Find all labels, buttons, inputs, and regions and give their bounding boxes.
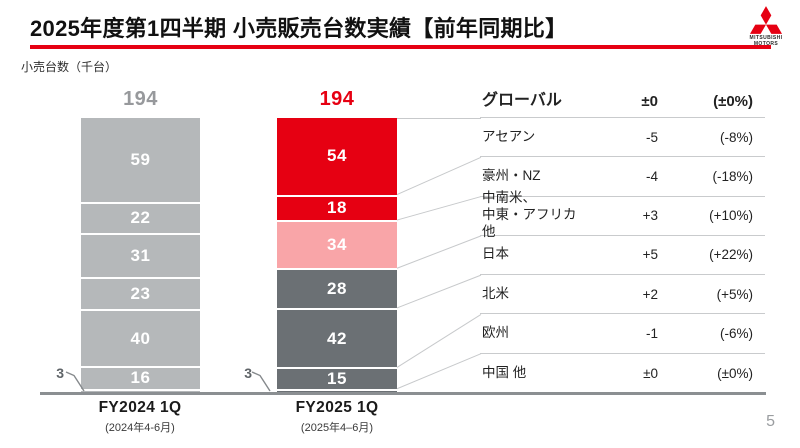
- bar-segment-fy2025-4: 42: [277, 307, 397, 368]
- bar-segment-fy2025-0: 54: [277, 118, 397, 195]
- category-sublabel: (2025年4–6月): [300, 422, 374, 434]
- callout-value-fy2025: 3: [244, 365, 252, 381]
- table-row-5: 欧州 -1 (-6%): [480, 314, 765, 354]
- bar-segment-fy2025-1: 18: [277, 194, 397, 221]
- title-underline: [30, 45, 771, 49]
- region-name: 日本: [482, 246, 509, 262]
- change-percent: (+5%): [716, 286, 753, 302]
- bar-segment-fy2025-5: 15: [277, 367, 397, 389]
- segment-value: 42: [327, 328, 347, 348]
- page-title: 2025年度第1四半期 小売販売台数実績【前年同期比】: [30, 16, 568, 41]
- connector-line: [396, 274, 482, 309]
- table-row-1: 豪州・NZ -4 (-18%): [480, 157, 765, 197]
- connector-line: [396, 314, 482, 368]
- connector-line: [396, 156, 482, 196]
- segment-value: 31: [130, 245, 151, 265]
- change-percent: (±0%): [713, 92, 753, 110]
- region-name: 中国 他: [482, 364, 527, 380]
- change-percent: (+10%): [709, 208, 753, 224]
- connector-line: [396, 196, 482, 221]
- bar-segment-fy2024-3: 23: [81, 276, 200, 310]
- connector-line: [396, 235, 482, 269]
- change-value: -4: [645, 168, 658, 184]
- region-name: グローバル: [482, 92, 562, 109]
- table-row-6: 中国 他 ±0 (±0%): [480, 354, 765, 393]
- segment-value: 15: [327, 369, 347, 389]
- bar-segment-fy2024-2: 31: [81, 232, 200, 277]
- change-percent: (-8%): [720, 129, 753, 145]
- change-value: ±0: [641, 92, 658, 110]
- stacked-bar-fy2024: 59 22 31 23 40 16: [81, 118, 200, 393]
- change-value: -5: [645, 129, 658, 145]
- region-name: アセアン: [482, 128, 536, 144]
- change-value: +2: [642, 286, 658, 302]
- bar-segment-fy2025-2: 34: [277, 220, 397, 269]
- region-name: 中南米、 中東・アフリカ 他: [482, 190, 577, 240]
- axis-label-fy2025: FY2025 1Q (2025年4–6月): [257, 399, 417, 435]
- bar-segment-fy2025-3: 28: [277, 268, 397, 308]
- three-diamonds-icon: [750, 6, 782, 34]
- category-label: FY2025 1Q: [295, 399, 379, 416]
- bar-segment-fy2024-0: 59: [81, 118, 200, 202]
- segment-value: 54: [327, 146, 347, 166]
- region-name: 欧州: [482, 325, 509, 341]
- table-row-4: 北米 +2 (+5%): [480, 275, 765, 315]
- category-sublabel: (2024年4-6月): [105, 422, 175, 434]
- connector-line: [396, 353, 482, 390]
- total-fy2024: 194: [123, 88, 158, 110]
- logo-wordmark: MITSUBISHI MOTORS: [749, 35, 783, 47]
- stacked-bar-fy2025: 54 18 34 28 42 15: [277, 118, 397, 393]
- table-header-row: グローバル ±0 (±0%): [480, 85, 765, 118]
- category-label: FY2024 1Q: [98, 399, 182, 416]
- table-row-3: 日本 +5 (+22%): [480, 236, 765, 276]
- mitsubishi-logo: MITSUBISHI MOTORS: [744, 6, 788, 47]
- change-percent: (-18%): [712, 168, 753, 184]
- callout-tick-line: [251, 371, 271, 392]
- table-row-0: アセアン -5 (-8%): [480, 118, 765, 158]
- segment-value: 16: [130, 368, 151, 388]
- total-fy2025: 194: [319, 88, 355, 110]
- segment-value: 34: [327, 235, 347, 255]
- change-value: +3: [642, 208, 658, 224]
- region-name: 豪州・NZ: [482, 167, 541, 183]
- segment-value: 40: [130, 328, 151, 348]
- segment-value: 59: [130, 149, 151, 169]
- segment-value: 22: [130, 208, 151, 228]
- page-number: 5: [766, 413, 775, 430]
- bar-segment-fy2024-6: [81, 388, 200, 393]
- bar-segment-fy2025-6: [277, 388, 397, 393]
- change-value: +5: [642, 247, 658, 263]
- segment-value: 28: [327, 279, 347, 299]
- table-row-2: 中南米、 中東・アフリカ 他 +3 (+10%): [480, 190, 765, 239]
- change-percent: (+22%): [709, 247, 753, 263]
- segment-value: 18: [327, 198, 347, 218]
- axis-label-fy2024: FY2024 1Q (2024年4-6月): [60, 399, 220, 435]
- change-percent: (-6%): [720, 325, 753, 341]
- bar-segment-fy2024-5: 16: [81, 366, 200, 389]
- callout-value-fy2024: 3: [56, 365, 64, 381]
- region-change-table: グローバル ±0 (±0%) アセアン -5 (-8%) 豪州・NZ -4 (-18%) 中…: [480, 85, 765, 393]
- segment-value: 23: [130, 284, 151, 304]
- change-value: ±0: [643, 365, 658, 381]
- bar-segment-fy2024-4: 40: [81, 309, 200, 367]
- region-name: 北米: [482, 285, 509, 301]
- bar-segment-fy2024-1: 22: [81, 201, 200, 233]
- chart-baseline: [40, 392, 766, 395]
- change-value: -1: [645, 325, 658, 341]
- change-percent: (±0%): [717, 365, 753, 381]
- unit-label: 小売台数（千台）: [21, 60, 118, 74]
